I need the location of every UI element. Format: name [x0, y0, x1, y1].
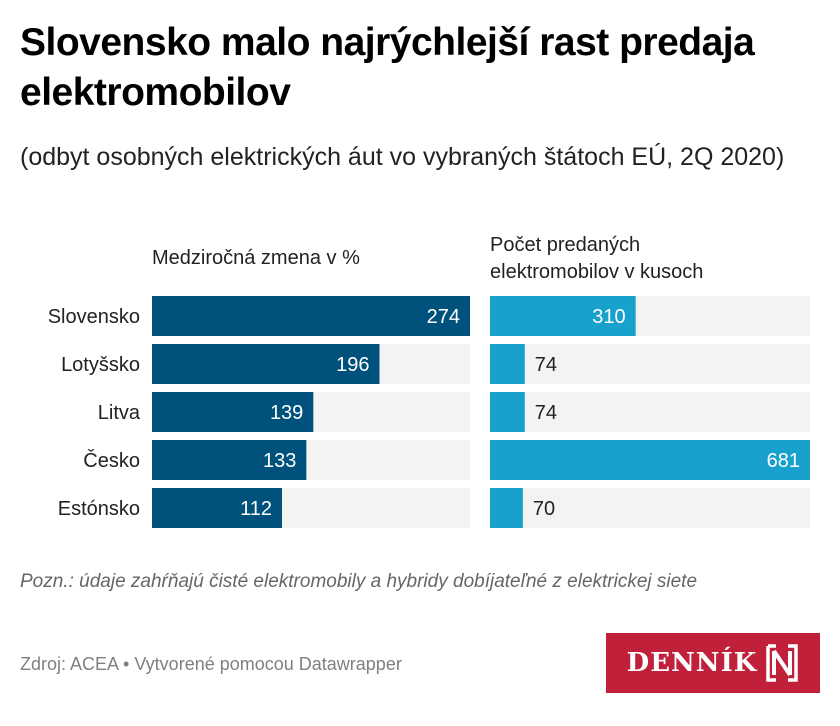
bar-track	[490, 488, 810, 528]
bar-yoy-change	[152, 488, 282, 528]
value-label: 310	[592, 306, 625, 328]
right-column-header: Počet predaných elektromobilov v kusoch	[490, 232, 703, 286]
bar-chart: Slovensko 274 310 Lotyšsko 196 74 Litva 139 74 Če…	[48, 296, 810, 528]
bar-units-sold	[490, 488, 523, 528]
value-label: 74	[535, 354, 557, 376]
bar-units-sold	[490, 440, 810, 480]
category-label: Česko	[83, 449, 140, 472]
category-label: Estónsko	[58, 498, 140, 520]
left-column-header: Medziročná zmena v %	[152, 247, 360, 269]
value-label: 681	[767, 450, 800, 472]
bar-units-sold	[490, 296, 636, 336]
bar-track	[490, 392, 810, 432]
bar-yoy-change	[152, 440, 307, 480]
value-label: 274	[427, 306, 460, 328]
source-line: Zdroj: ACEA • Vytvorené pomocou Datawrap…	[20, 654, 402, 674]
n-mark-icon	[766, 644, 799, 682]
value-label: 74	[535, 402, 557, 424]
right-column-header-line1: Počet predaných	[490, 234, 641, 256]
value-label: 196	[336, 354, 369, 376]
value-label: 139	[270, 402, 303, 424]
bar-yoy-change	[152, 392, 314, 432]
value-label: 70	[533, 498, 555, 520]
dennik-n-logo[interactable]: DENNÍK	[606, 633, 820, 693]
bar-yoy-change	[152, 344, 380, 384]
category-label: Lotyšsko	[61, 354, 140, 376]
value-label: 133	[263, 450, 296, 472]
footnote: Pozn.: údaje zahŕňajú čisté elektromobil…	[20, 571, 698, 592]
bar-track	[490, 344, 810, 384]
bar-yoy-change	[152, 296, 470, 336]
logo-text: DENNÍK	[626, 648, 758, 678]
bar-units-sold	[490, 392, 525, 432]
chart-subtitle: (odbyt osobných elektrických áut vo vybr…	[20, 143, 785, 171]
category-label: Litva	[98, 402, 141, 424]
value-label: 112	[240, 498, 272, 520]
bar-units-sold	[490, 344, 525, 384]
right-column-header-line2: elektromobilov v kusoch	[490, 261, 704, 283]
category-label: Slovensko	[48, 306, 140, 328]
chart-title: Slovensko malo najrýchlejší rast predaja…	[20, 21, 755, 114]
